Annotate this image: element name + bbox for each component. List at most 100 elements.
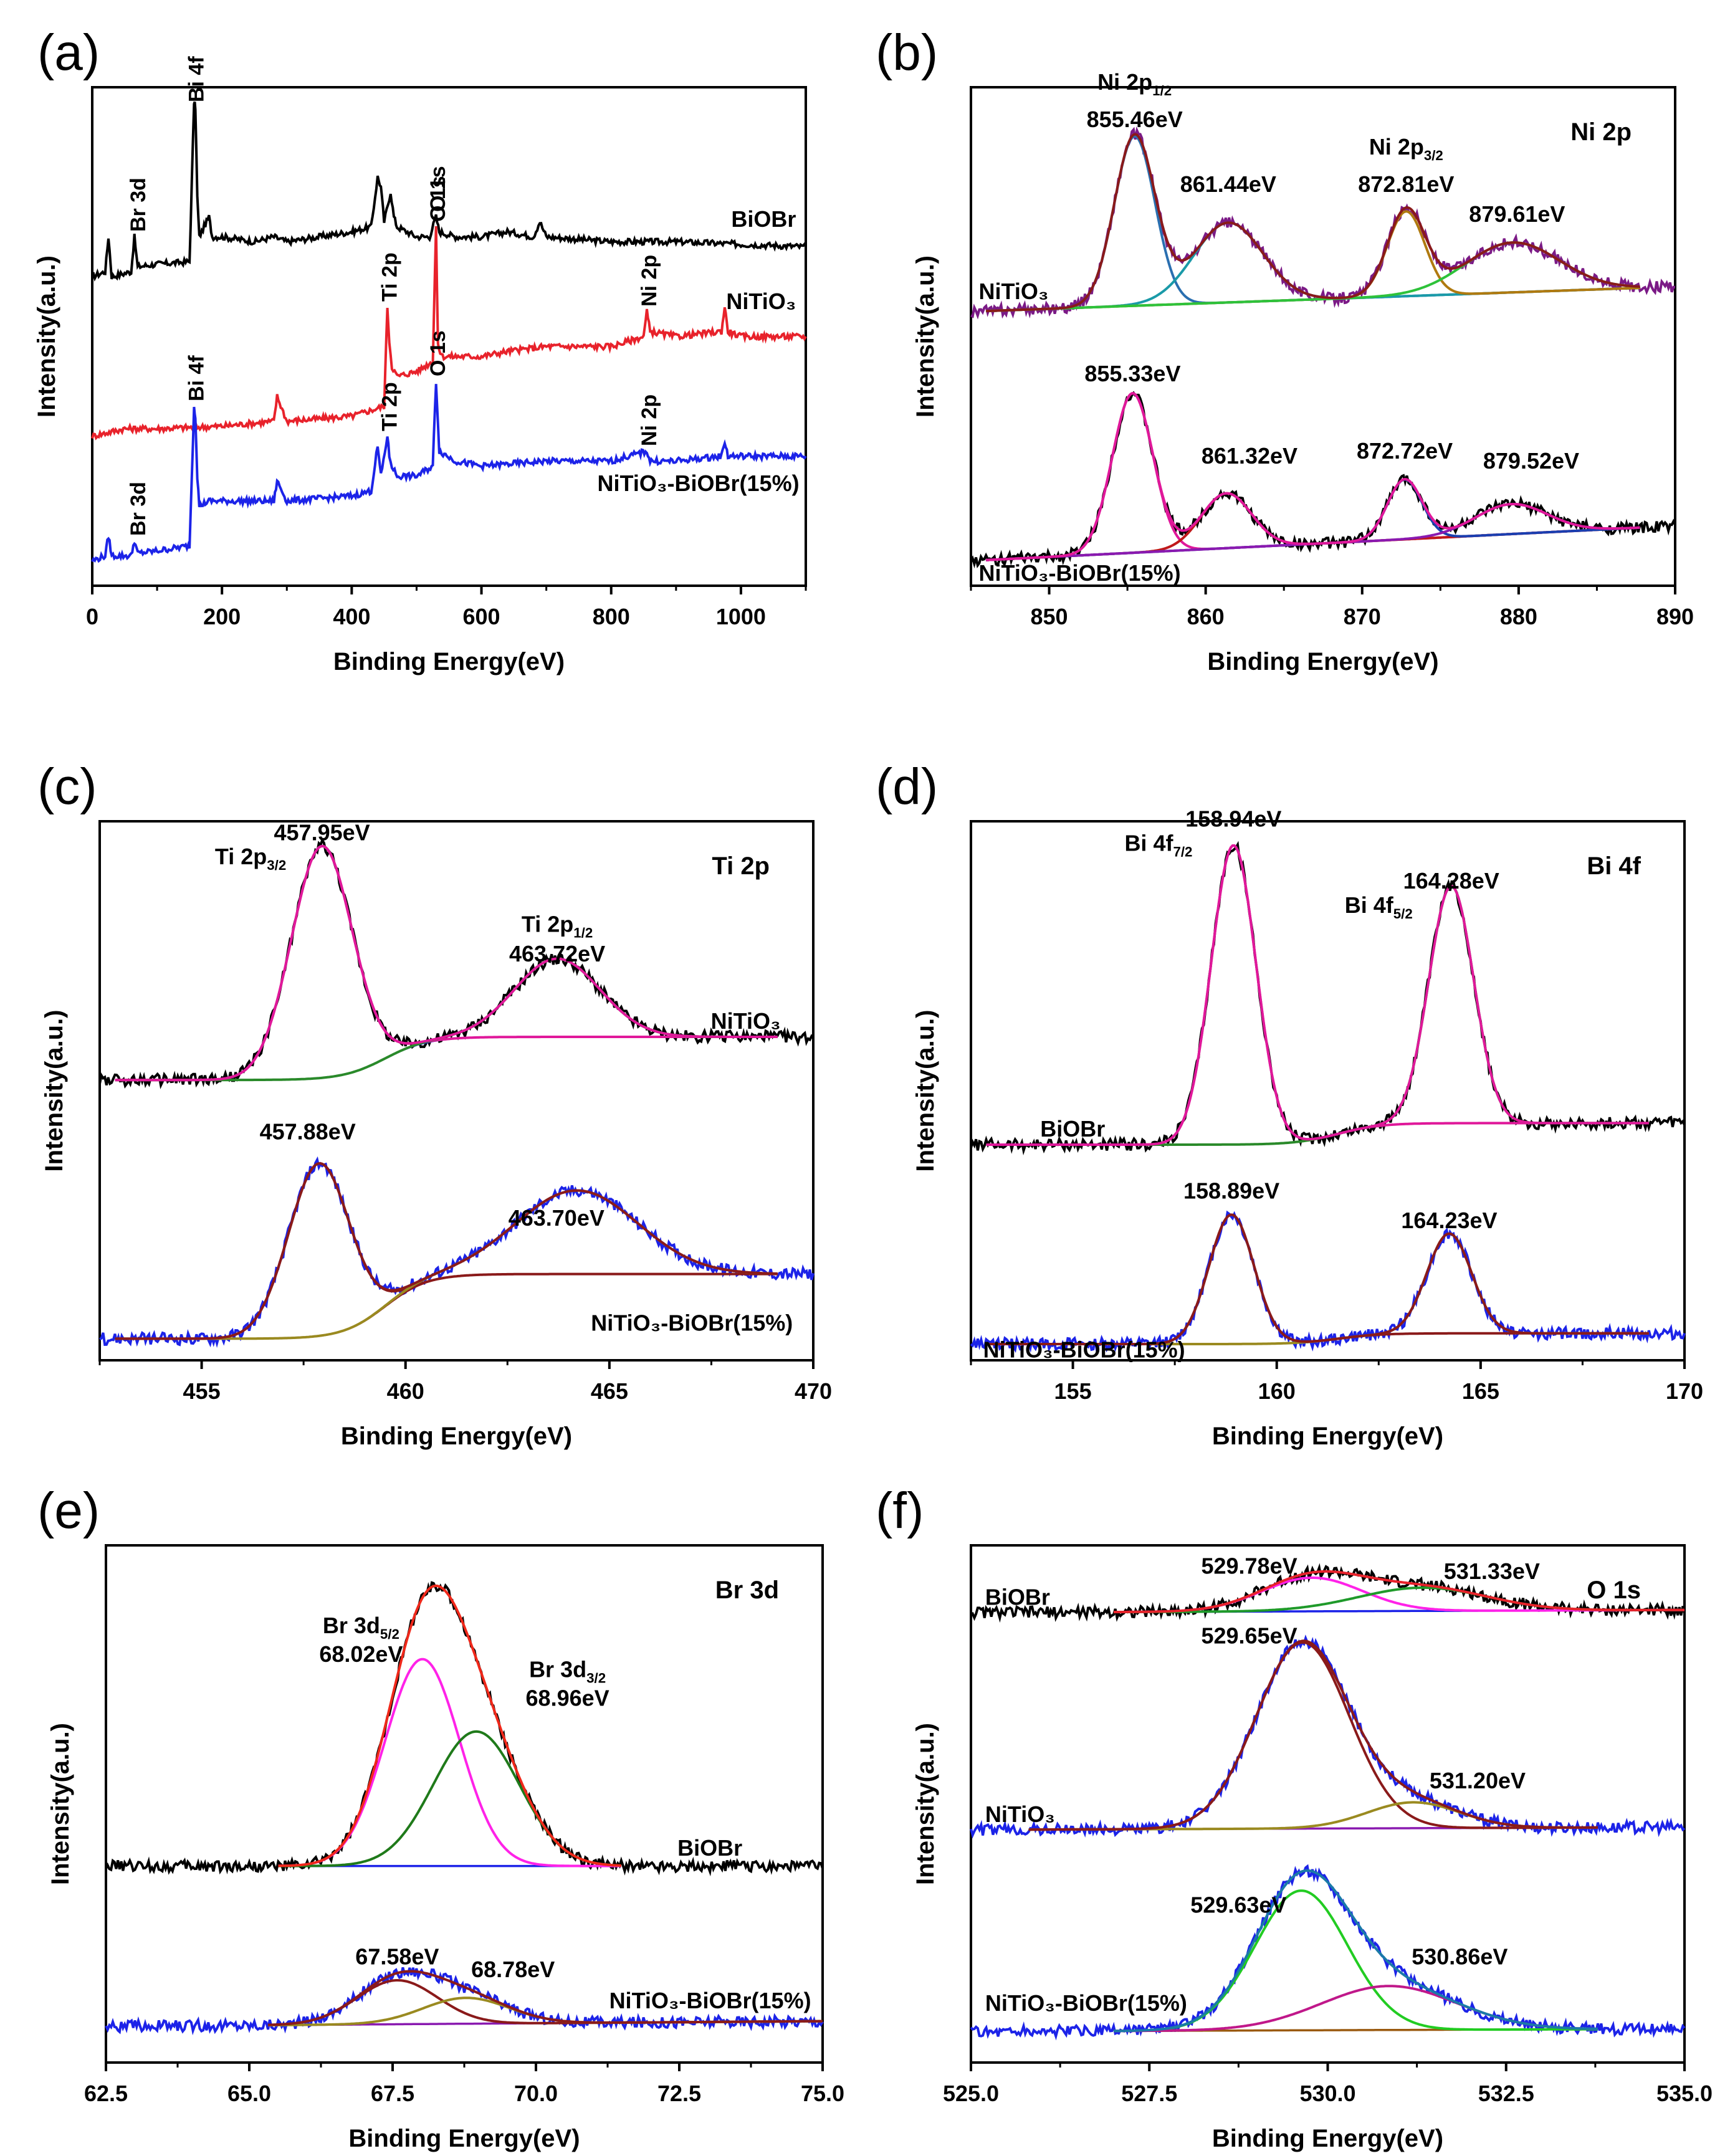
panel-label: (d) [876,758,938,815]
x-tick-label: 0 [86,604,98,629]
panel-label: (a) [37,24,100,81]
x-axis-label: Binding Energy(eV) [1212,2125,1443,2152]
peak-energy-label: 457.95eV [274,819,370,845]
x-tick-label: 460 [387,1378,424,1404]
peak-energy-label: 463.72eV [509,941,605,966]
series-label: NiTiO₃-BiOBr(15%) [979,560,1181,586]
panel-a: (a) 0 200 400 600 800 1000 Binding Energy(eV) In… [33,24,807,675]
x-tick-label: 870 [1344,604,1381,629]
series-label: NiTiO₃-BiOBr(15%) [985,1990,1187,2016]
x-tick-label: 600 [463,604,500,629]
x-tick-label: 470 [795,1378,832,1404]
peak-energy-label: 855.33eV [1084,361,1180,386]
orbital-label: Br 3d5/2 [323,1613,399,1642]
panel-label: (c) [37,758,97,815]
x-tick-label: 75.0 [801,2081,844,2106]
fit-envelope-NiTiO3-BiOBr(15%) [986,392,1640,561]
series-label: BiOBr [677,1835,742,1861]
peak-annotation: Br 3d [127,482,150,536]
fit-component-NiTiO3-BiOBr(15%) [986,1213,1649,1345]
y-axis-label: Intensity(a.u.) [41,1009,68,1171]
x-tick-label: 525.0 [943,2081,999,2106]
series-label: NiTiO₃ [979,279,1049,304]
peak-energy-label: 457.88eV [260,1119,356,1144]
raw-spectrum-NiTiO3-BiOBr(15%) [970,1210,1686,1353]
peak-energy-label: 68.02eV [319,1641,403,1667]
peak-annotation: Ni 2p [638,255,661,307]
fit-envelope-NiTiO3 [986,133,1640,313]
orbital-label: Bi 4f7/2 [1124,831,1192,860]
peak-annotation: O 1s [426,166,450,212]
peak-energy-label: 529.63eV [1190,1892,1286,1917]
x-tick-label: 160 [1258,1378,1296,1404]
series-label: NiTiO₃-BiOBr(15%) [591,1310,793,1335]
series-label: NiTiO₃-BiOBr(15%) [598,470,800,496]
panel-title: Br 3d [715,1576,779,1604]
fit-envelope-NiTiO3-BiOBr(15%) [115,1162,778,1340]
x-axis-label: Binding Energy(eV) [1212,1423,1443,1450]
fit-component-NiTiO3-BiOBr(15%) [986,392,1640,561]
peak-energy-label: 861.44eV [1180,171,1276,197]
peak-energy-label: 872.72eV [1357,438,1453,464]
x-tick-label: 850 [1031,604,1068,629]
y-axis-label: Intensity(a.u.) [912,1009,939,1171]
y-axis-label: Intensity(a.u.) [912,255,939,417]
series-label: NiTiO₃ [726,289,796,314]
fit-component-BiOBr [278,1730,621,1867]
x-tick-label: 860 [1187,604,1225,629]
peak-annotation: Ti 2p [378,252,402,302]
x-tick-label: 800 [593,604,630,629]
axes-frame [970,820,1686,1362]
x-tick-label: 527.5 [1121,2081,1177,2106]
peak-energy-label: 68.78eV [471,1957,555,1982]
peak-energy-label: 164.23eV [1401,1208,1497,1233]
panel-f: (f) 525.0 527.5 530.0 532.5 535.0 Binding Ener… [876,1482,1713,2152]
raw-spectrum-NiTiO3 [970,1634,1686,1839]
raw-spectrum-NiTiO3 [98,837,815,1089]
axes-frame [98,820,815,1362]
series-label: BiOBr [1040,1116,1105,1142]
orbital-label: Ni 2p3/2 [1369,134,1443,163]
x-tick-label: 455 [183,1378,221,1404]
fit-envelope-BiOBr [1114,1570,1684,1613]
y-axis-label: Intensity(a.u.) [47,1723,74,1885]
peak-annotation: Bi 4f [185,355,209,401]
fit-component-NiTiO3 [115,957,778,1082]
fit-component-BiOBr [986,885,1649,1146]
raw-spectrum-NiTiO3 [970,126,1676,320]
panel-b: (b) 850 860 870 880 890 Binding Energy(eV) Inte… [876,24,1694,675]
peak-energy-label: 879.52eV [1483,448,1579,474]
x-tick-label: 1000 [716,604,766,629]
fit-envelope-NiTiO3 [1028,1639,1598,1831]
peak-energy-label: 463.70eV [509,1205,604,1231]
peak-annotation: O 1s [426,330,450,376]
peak-energy-label: 530.86eV [1412,1944,1508,1969]
series-label: NiTiO₃-BiOBr(15%) [609,1988,811,2013]
x-tick-label: 65.0 [227,2081,271,2106]
panel-label: (b) [876,24,938,81]
series-label: NiTiO₃-BiOBr(15%) [983,1337,1185,1363]
x-tick-label: 530.0 [1299,2081,1355,2106]
panel-title: Bi 4f [1587,852,1641,880]
peak-energy-label: 531.20eV [1430,1768,1526,1793]
fit-component-NiTiO3-BiOBr(15%) [986,1232,1649,1345]
peak-energy-label: 531.33eV [1444,1558,1540,1584]
peak-energy-label: 68.96eV [526,1685,609,1710]
panel-title: Ti 2p [712,852,770,880]
x-tick-label: 72.5 [657,2081,701,2106]
orbital-label: Br 3d3/2 [529,1657,606,1686]
x-tick-label: 165 [1462,1378,1499,1404]
peak-annotation: Bi 4f [185,56,209,102]
orbital-label: Ti 2p3/2 [215,844,286,873]
peak-annotation: O 1s [426,176,450,222]
panel-label: (f) [876,1482,924,1539]
peak-energy-label: 529.78eV [1201,1553,1297,1579]
raw-spectrum-BiOBr [970,841,1686,1156]
fit-component-NiTiO3 [115,844,778,1082]
x-tick-label: 155 [1054,1378,1092,1404]
panel-c: (c) 455 460 465 470 Binding Energy(eV) Intensi… [37,758,832,1450]
x-tick-label: 465 [591,1378,628,1404]
x-tick-label: 535.0 [1656,2081,1713,2106]
x-tick-label: 67.5 [371,2081,414,2106]
